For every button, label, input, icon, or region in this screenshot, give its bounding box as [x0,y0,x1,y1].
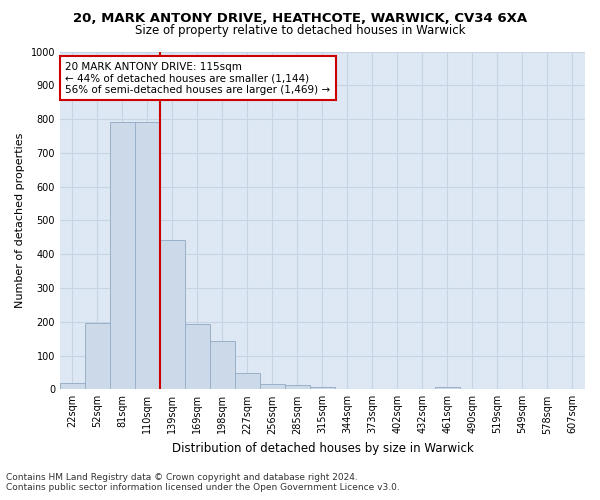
Text: 20, MARK ANTONY DRIVE, HEATHCOTE, WARWICK, CV34 6XA: 20, MARK ANTONY DRIVE, HEATHCOTE, WARWIC… [73,12,527,26]
X-axis label: Distribution of detached houses by size in Warwick: Distribution of detached houses by size … [172,442,473,455]
Bar [135,122,160,390]
Text: 20 MARK ANTONY DRIVE: 115sqm
← 44% of detached houses are smaller (1,144)
56% of: 20 MARK ANTONY DRIVE: 115sqm ← 44% of de… [65,62,330,95]
Text: Contains HM Land Registry data © Crown copyright and database right 2024.
Contai: Contains HM Land Registry data © Crown c… [6,473,400,492]
Bar [210,342,235,390]
Bar [260,384,285,390]
Bar [310,386,335,390]
Text: Size of property relative to detached houses in Warwick: Size of property relative to detached ho… [135,24,465,37]
Bar [60,383,85,390]
Bar [285,386,310,390]
Bar [160,240,185,390]
Y-axis label: Number of detached properties: Number of detached properties [15,132,25,308]
Bar [110,122,135,390]
Bar [85,324,110,390]
Bar [235,373,260,390]
Bar [435,386,460,390]
Bar [185,324,210,390]
